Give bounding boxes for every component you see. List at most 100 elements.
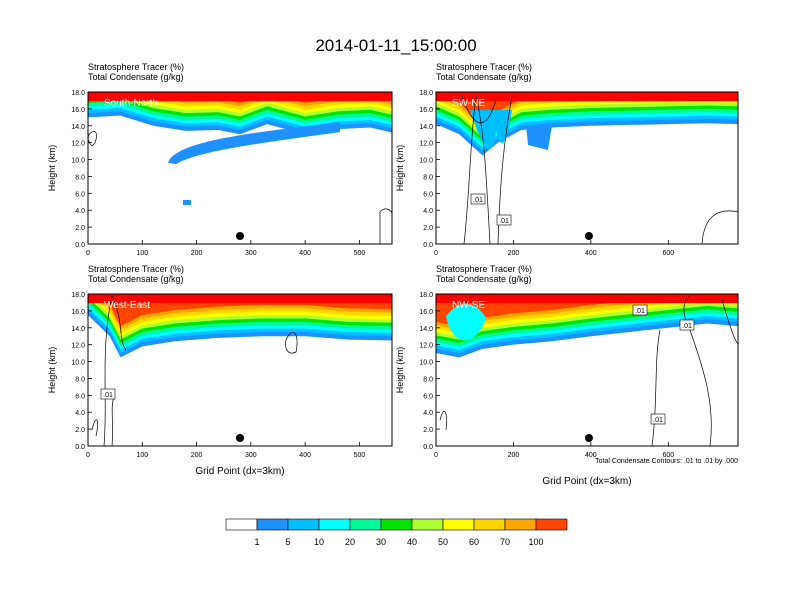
contour-label-box: [470, 193, 486, 205]
x-tick-label: 600: [662, 452, 674, 459]
location-marker: [584, 232, 593, 240]
condensate-contour: [461, 95, 497, 124]
y-tick-label: 18.0: [71, 292, 85, 299]
contour-label: .01: [682, 323, 692, 330]
y-tick-label: 0.0: [423, 444, 433, 451]
colorbar-label: 70: [500, 537, 510, 547]
colorbar-swatch: [349, 518, 382, 531]
y-tick-label: 16.0: [419, 309, 433, 316]
colorbar-swatch: [380, 518, 413, 531]
y-tick-label: 6.0: [423, 191, 433, 198]
y-axis-label: Height (km): [47, 347, 57, 394]
tracer-field: [436, 92, 738, 156]
y-tick-label: 14.0: [419, 124, 433, 131]
y-tick-label: 10.0: [71, 360, 85, 367]
x-tick-label: 400: [299, 452, 311, 459]
x-tick-label: 400: [585, 250, 597, 257]
panel-direction-label: NW-SE: [452, 300, 485, 311]
contour-label: .01: [103, 392, 113, 399]
contour-label-box: [496, 214, 512, 226]
colorbar-swatch: [287, 518, 320, 531]
panel-title-condensate: Total Condensate (g/kg): [436, 72, 532, 82]
y-tick-label: 10.0: [419, 360, 433, 367]
tracer-band-top: [436, 92, 738, 102]
contour-label: .01: [473, 197, 483, 204]
location-marker: [236, 232, 244, 240]
panel-1: Stratosphere Tracer (%)Total Condensate …: [47, 62, 393, 257]
panel-3: Stratosphere Tracer (%)Total Condensate …: [47, 264, 393, 477]
colorbar-label: 20: [345, 537, 355, 547]
contour-label: .01: [635, 308, 645, 315]
y-tick-label: 10.0: [71, 158, 85, 165]
y-tick-label: 4.0: [75, 410, 85, 417]
condensate-contour: [103, 294, 127, 447]
x-tick-label: 200: [508, 250, 520, 257]
contour-label-box: [632, 304, 648, 316]
tracer-patch: [446, 304, 486, 341]
y-tick-label: 10.0: [419, 158, 433, 165]
x-tick-label: 400: [299, 250, 311, 257]
y-axis-label: Height (km): [395, 145, 405, 192]
y-tick-label: 16.0: [71, 309, 85, 316]
panel-title-tracer: Stratosphere Tracer (%): [436, 62, 532, 72]
panel-title-tracer: Stratosphere Tracer (%): [88, 264, 184, 274]
x-tick-label: 200: [191, 452, 203, 459]
y-tick-label: 14.0: [419, 326, 433, 333]
panel-4: Stratosphere Tracer (%)Total Condensate …: [395, 264, 739, 487]
colorbar: 1 5 10 20 30 40 50 60 70 100: [225, 518, 568, 547]
y-tick-label: 0.0: [75, 242, 85, 249]
x-tick-label: 100: [136, 250, 148, 257]
colorbar-swatch: [411, 518, 444, 531]
x-tick-label: 0: [86, 250, 90, 257]
y-tick-label: 0.0: [75, 444, 85, 451]
colorbar-swatch: [256, 518, 289, 531]
y-tick-label: 14.0: [71, 124, 85, 131]
y-tick-label: 6.0: [75, 393, 85, 400]
panel-direction-label: South-North: [104, 98, 158, 109]
x-tick-label: 0: [86, 452, 90, 459]
plot-frame: [435, 91, 739, 245]
y-tick-label: 18.0: [71, 90, 85, 97]
panel-direction-label: West-East: [104, 300, 150, 311]
y-tick-label: 18.0: [419, 292, 433, 299]
condensate-contour: [87, 130, 97, 147]
y-tick-label: 8.0: [75, 376, 85, 383]
x-tick-label: 200: [508, 452, 520, 459]
condensate-contour: [651, 329, 661, 447]
y-tick-label: 4.0: [423, 410, 433, 417]
y-tick-label: 8.0: [423, 376, 433, 383]
tracer-band-top: [88, 92, 392, 102]
colorbar-label: 1: [254, 537, 259, 547]
condensate-contour: [683, 295, 712, 447]
contour-label-box: [650, 413, 666, 425]
y-tick-label: 2.0: [423, 225, 433, 232]
colorbar-swatch: [535, 518, 568, 531]
tracer-patch: [168, 122, 340, 164]
panel-title-condensate: Total Condensate (g/kg): [88, 72, 184, 82]
y-tick-label: 12.0: [71, 141, 85, 148]
colorbar-label: 60: [469, 537, 479, 547]
tracer-band-top: [436, 294, 738, 304]
colorbar-swatch: [442, 518, 475, 531]
colorbar-label: 100: [528, 537, 543, 547]
y-tick-label: 4.0: [423, 208, 433, 215]
y-tick-label: 18.0: [419, 90, 433, 97]
x-tick-label: 0: [434, 250, 438, 257]
colorbar-swatch: [225, 518, 258, 531]
y-tick-label: 12.0: [419, 141, 433, 148]
y-axis-label: Height (km): [395, 347, 405, 394]
x-tick-label: 500: [354, 250, 366, 257]
plot-frame: [87, 293, 393, 447]
colorbar-label: 40: [407, 537, 417, 547]
contour-label: .01: [653, 417, 663, 424]
y-tick-label: 6.0: [75, 191, 85, 198]
tracer-field: [436, 294, 738, 358]
contour-label-box: [679, 319, 695, 331]
tracer-patch: [183, 200, 191, 205]
panel-2: Stratosphere Tracer (%)Total Condensate …: [395, 62, 739, 257]
y-tick-label: 12.0: [71, 343, 85, 350]
y-tick-label: 8.0: [75, 174, 85, 181]
colorbar-label: 5: [285, 537, 290, 547]
condensate-contour: [285, 332, 298, 354]
x-tick-label: 0: [434, 452, 438, 459]
